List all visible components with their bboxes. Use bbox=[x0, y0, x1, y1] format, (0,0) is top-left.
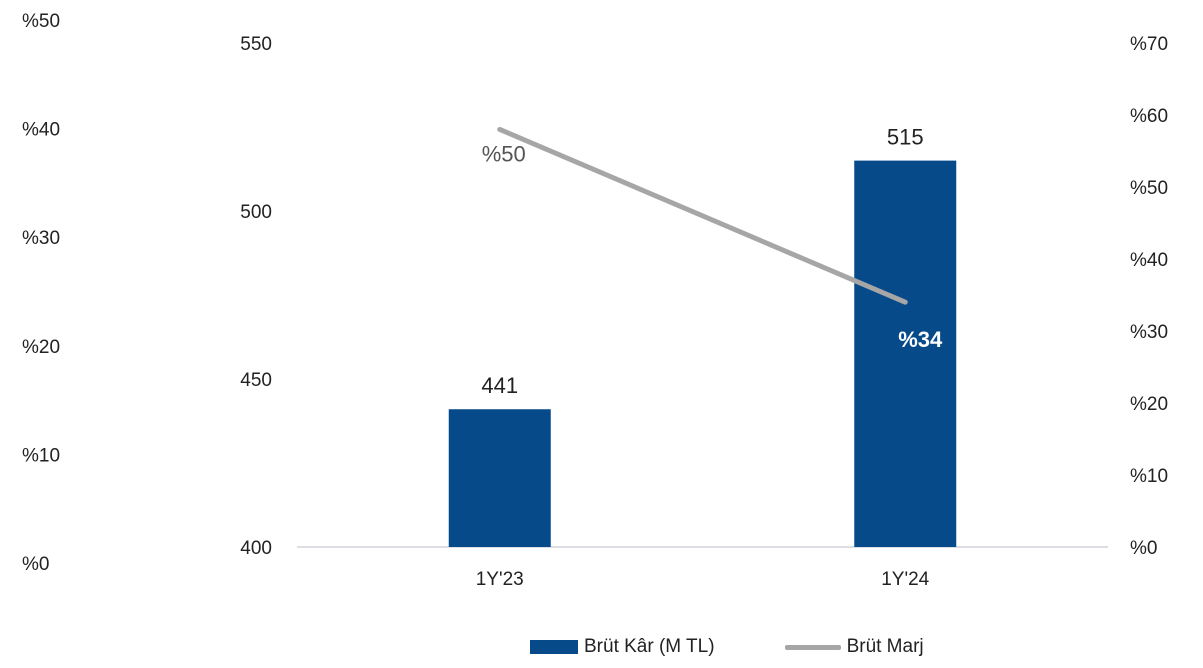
bar bbox=[448, 409, 551, 547]
legend-label-bar: Brüt Kâr (M TL) bbox=[584, 636, 715, 657]
bar-data-label: 515 bbox=[887, 125, 924, 150]
right-y-tick-label: %70 bbox=[1130, 34, 1168, 55]
outer-y-axis: %0 %10 %20 %30 %40 %50 bbox=[22, 11, 60, 575]
legend-item-line: Brüt Marj bbox=[784, 636, 924, 658]
outer-y-tick-label: %20 bbox=[22, 337, 60, 358]
right-y-tick-label: %40 bbox=[1130, 250, 1168, 271]
x-axis-categories: 1Y'23 1Y'24 bbox=[476, 569, 930, 590]
line-series: %50 %34 bbox=[482, 126, 943, 352]
right-y-tick-label: %10 bbox=[1130, 466, 1168, 487]
outer-y-tick-label: %40 bbox=[22, 120, 60, 141]
left-y-tick-label: 500 bbox=[240, 202, 272, 223]
line-data-label: %50 bbox=[482, 141, 526, 166]
outer-y-tick-label: %50 bbox=[22, 11, 60, 32]
right-y-axis: %0 %10 %20 %30 %40 %50 %60 %70 bbox=[1130, 34, 1168, 559]
legend-item-bar: Brüt Kâr (M TL) bbox=[530, 636, 715, 658]
right-y-tick-label: %20 bbox=[1130, 394, 1168, 415]
outer-y-tick-label: %30 bbox=[22, 228, 60, 249]
legend-swatch-bar bbox=[530, 640, 578, 654]
left-y-tick-label: 400 bbox=[240, 538, 272, 559]
right-y-tick-label: %60 bbox=[1130, 106, 1168, 127]
right-y-tick-label: %30 bbox=[1130, 322, 1168, 343]
bar-data-label: 441 bbox=[481, 373, 518, 398]
legend: Brüt Kâr (M TL) Brüt Marj bbox=[530, 636, 924, 658]
legend-label-line: Brüt Marj bbox=[846, 636, 924, 657]
left-y-axis: 400 450 500 550 bbox=[240, 34, 272, 559]
legend-swatch-line bbox=[784, 644, 841, 650]
bar bbox=[854, 160, 957, 547]
left-y-tick-label: 450 bbox=[240, 370, 272, 391]
right-y-tick-label: %50 bbox=[1130, 178, 1168, 199]
bar-series: 441 515 bbox=[448, 125, 957, 547]
x-tick-label: 1Y'23 bbox=[476, 569, 524, 590]
left-y-tick-label: 550 bbox=[240, 34, 272, 55]
outer-y-tick-label: %10 bbox=[22, 445, 60, 466]
x-tick-label: 1Y'24 bbox=[881, 569, 929, 590]
series-line bbox=[497, 126, 908, 305]
right-y-tick-label: %0 bbox=[1130, 538, 1157, 559]
line-data-label: %34 bbox=[898, 327, 943, 352]
outer-y-tick-label: %0 bbox=[22, 554, 49, 575]
